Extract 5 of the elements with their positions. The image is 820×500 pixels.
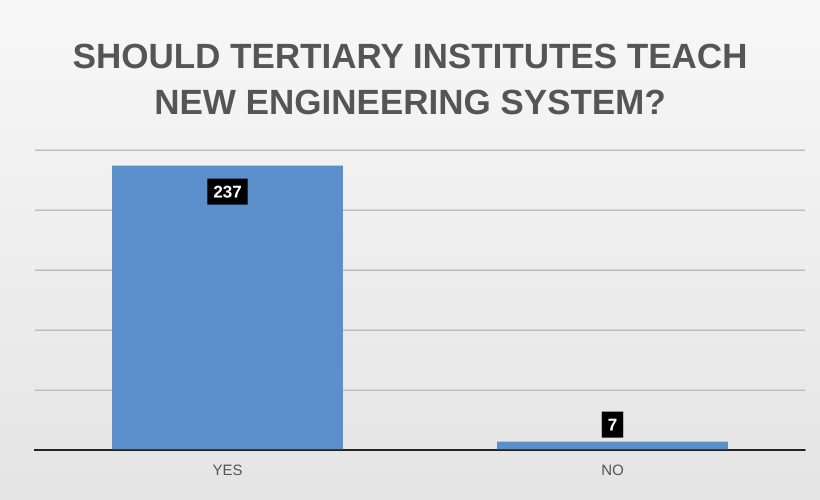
x-tick-label: NO (601, 462, 624, 480)
chart-title: SHOULD TERTIARY INSTITUTES TEACH NEW ENGINEERING SYSTEM? (72, 36, 748, 124)
data-label: 7 (608, 415, 618, 434)
data-label: 237 (213, 182, 242, 202)
x-tick-label: YES (212, 462, 243, 480)
